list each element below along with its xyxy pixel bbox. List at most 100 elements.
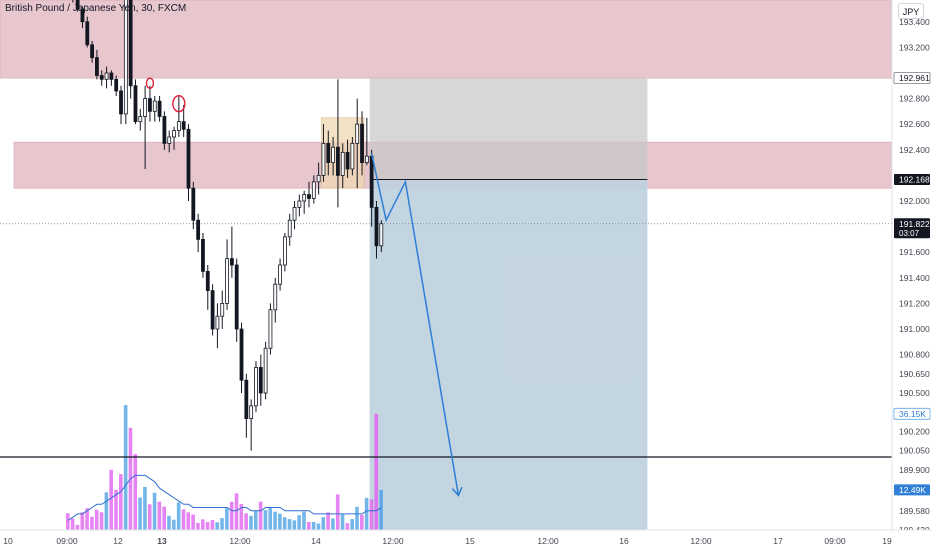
volume-bar [253, 511, 258, 530]
price-tick-label: 192.400 [899, 145, 930, 155]
candle-body [152, 100, 157, 112]
time-tick-label: 12:00 [690, 536, 712, 546]
volume-bar [205, 521, 210, 530]
volume-bar [90, 516, 94, 530]
candle-body [345, 151, 350, 170]
price-tick-label: 190.200 [899, 426, 930, 436]
forecast-drawing [370, 153, 463, 497]
volume-bar [109, 469, 113, 530]
supply-demand-zones [0, 0, 893, 530]
volume-bar [181, 509, 186, 530]
volume-bar [374, 413, 379, 530]
price-tick-label: 190.050 [899, 446, 930, 456]
candle-body [374, 206, 379, 247]
price-tick-label: 193.400 [899, 17, 930, 27]
candle-body [234, 264, 239, 330]
volume-bar [268, 508, 273, 530]
candle-body [176, 121, 181, 131]
candle-body [244, 379, 249, 420]
price-tick-label: 191.200 [899, 298, 930, 308]
volume-bar [282, 517, 287, 530]
volume-bar [273, 511, 277, 530]
volume-bar [307, 521, 311, 530]
candle-body [133, 85, 138, 123]
forecast-path [370, 153, 460, 496]
candle-body [273, 283, 278, 311]
time-axis: 10 09:00 12 13 12:00 14 12:00 15 12:00 16 12:00 17 0… [0, 529, 932, 550]
volume-bar [234, 493, 239, 530]
forecast-arrowhead [451, 486, 463, 497]
volume-label-box [893, 407, 931, 420]
volume-bar [335, 494, 340, 530]
volume-bar [316, 523, 321, 530]
candle-body [287, 219, 292, 238]
volume-bar [321, 517, 326, 530]
candle-body [297, 200, 302, 208]
candle-body [123, 0, 128, 115]
chart-title: British Pound / Japanese Yen, 30, FXCM [5, 3, 187, 14]
candle-body [225, 258, 229, 304]
volume-bar [263, 510, 268, 530]
candle-body [148, 98, 152, 112]
countdown-label: 03:07 [899, 229, 920, 238]
volume-bar [340, 514, 345, 530]
price-tick-label: 190.650 [899, 369, 930, 379]
candle-body [355, 123, 360, 144]
price-tick-label: 192.800 [899, 94, 930, 104]
volume-ma-line [67, 474, 382, 521]
volume-bar [350, 519, 354, 530]
candle-body [254, 367, 258, 407]
candle-body [350, 142, 355, 170]
volume-bar [147, 504, 152, 530]
volume-bar [104, 492, 109, 530]
candle-body [104, 72, 109, 80]
candle-body [95, 57, 99, 76]
volume-bar [133, 454, 138, 530]
candle-body [109, 72, 114, 80]
volume-bar [239, 503, 244, 530]
candle-body [128, 0, 133, 87]
price-tick-label: 190.500 [899, 388, 930, 398]
candle-body [220, 303, 225, 317]
volume-bar [244, 513, 248, 530]
volume-bar [196, 522, 200, 530]
time-tick-label: 10 [3, 536, 13, 546]
candle-body [302, 194, 307, 202]
candle-body [75, 0, 80, 10]
price-label: 191.822 [899, 219, 930, 229]
candle-body [210, 290, 215, 330]
volume-bar [157, 501, 162, 530]
candle-body [331, 146, 336, 163]
candle-body [268, 309, 273, 349]
candle-body [229, 258, 234, 266]
currency-button[interactable]: JPY [898, 3, 924, 19]
price-tick-label: 189.900 [899, 465, 930, 475]
candle-body [85, 21, 90, 46]
price-axis: 193.400 193.200 192.800 192.600 192.400 192.0… [891, 0, 932, 550]
volume-bar [94, 509, 99, 530]
volume-bar [123, 405, 128, 530]
candle-body [143, 98, 148, 117]
volume-bar [249, 515, 253, 530]
candle-body [138, 116, 143, 123]
candle-body [205, 271, 210, 292]
volume-ma-layer [67, 474, 382, 521]
candle-body [369, 155, 374, 208]
volume-bar [331, 518, 335, 530]
candle-body [239, 328, 244, 381]
candle-body [196, 219, 201, 240]
volume-bar [258, 501, 263, 530]
price-tick-label: 191.600 [899, 247, 930, 257]
volume-bar [360, 514, 364, 530]
volume-label: 12.49K [899, 485, 926, 495]
price-tick-label: 193.200 [899, 42, 930, 52]
candle-body [336, 146, 340, 176]
price-tick-label: 191.400 [899, 273, 930, 283]
volume-bars [66, 405, 383, 530]
price-label-box [893, 72, 931, 84]
candle-body [80, 8, 85, 23]
time-tick-label: 15 [465, 536, 475, 546]
candle-body [99, 75, 104, 80]
